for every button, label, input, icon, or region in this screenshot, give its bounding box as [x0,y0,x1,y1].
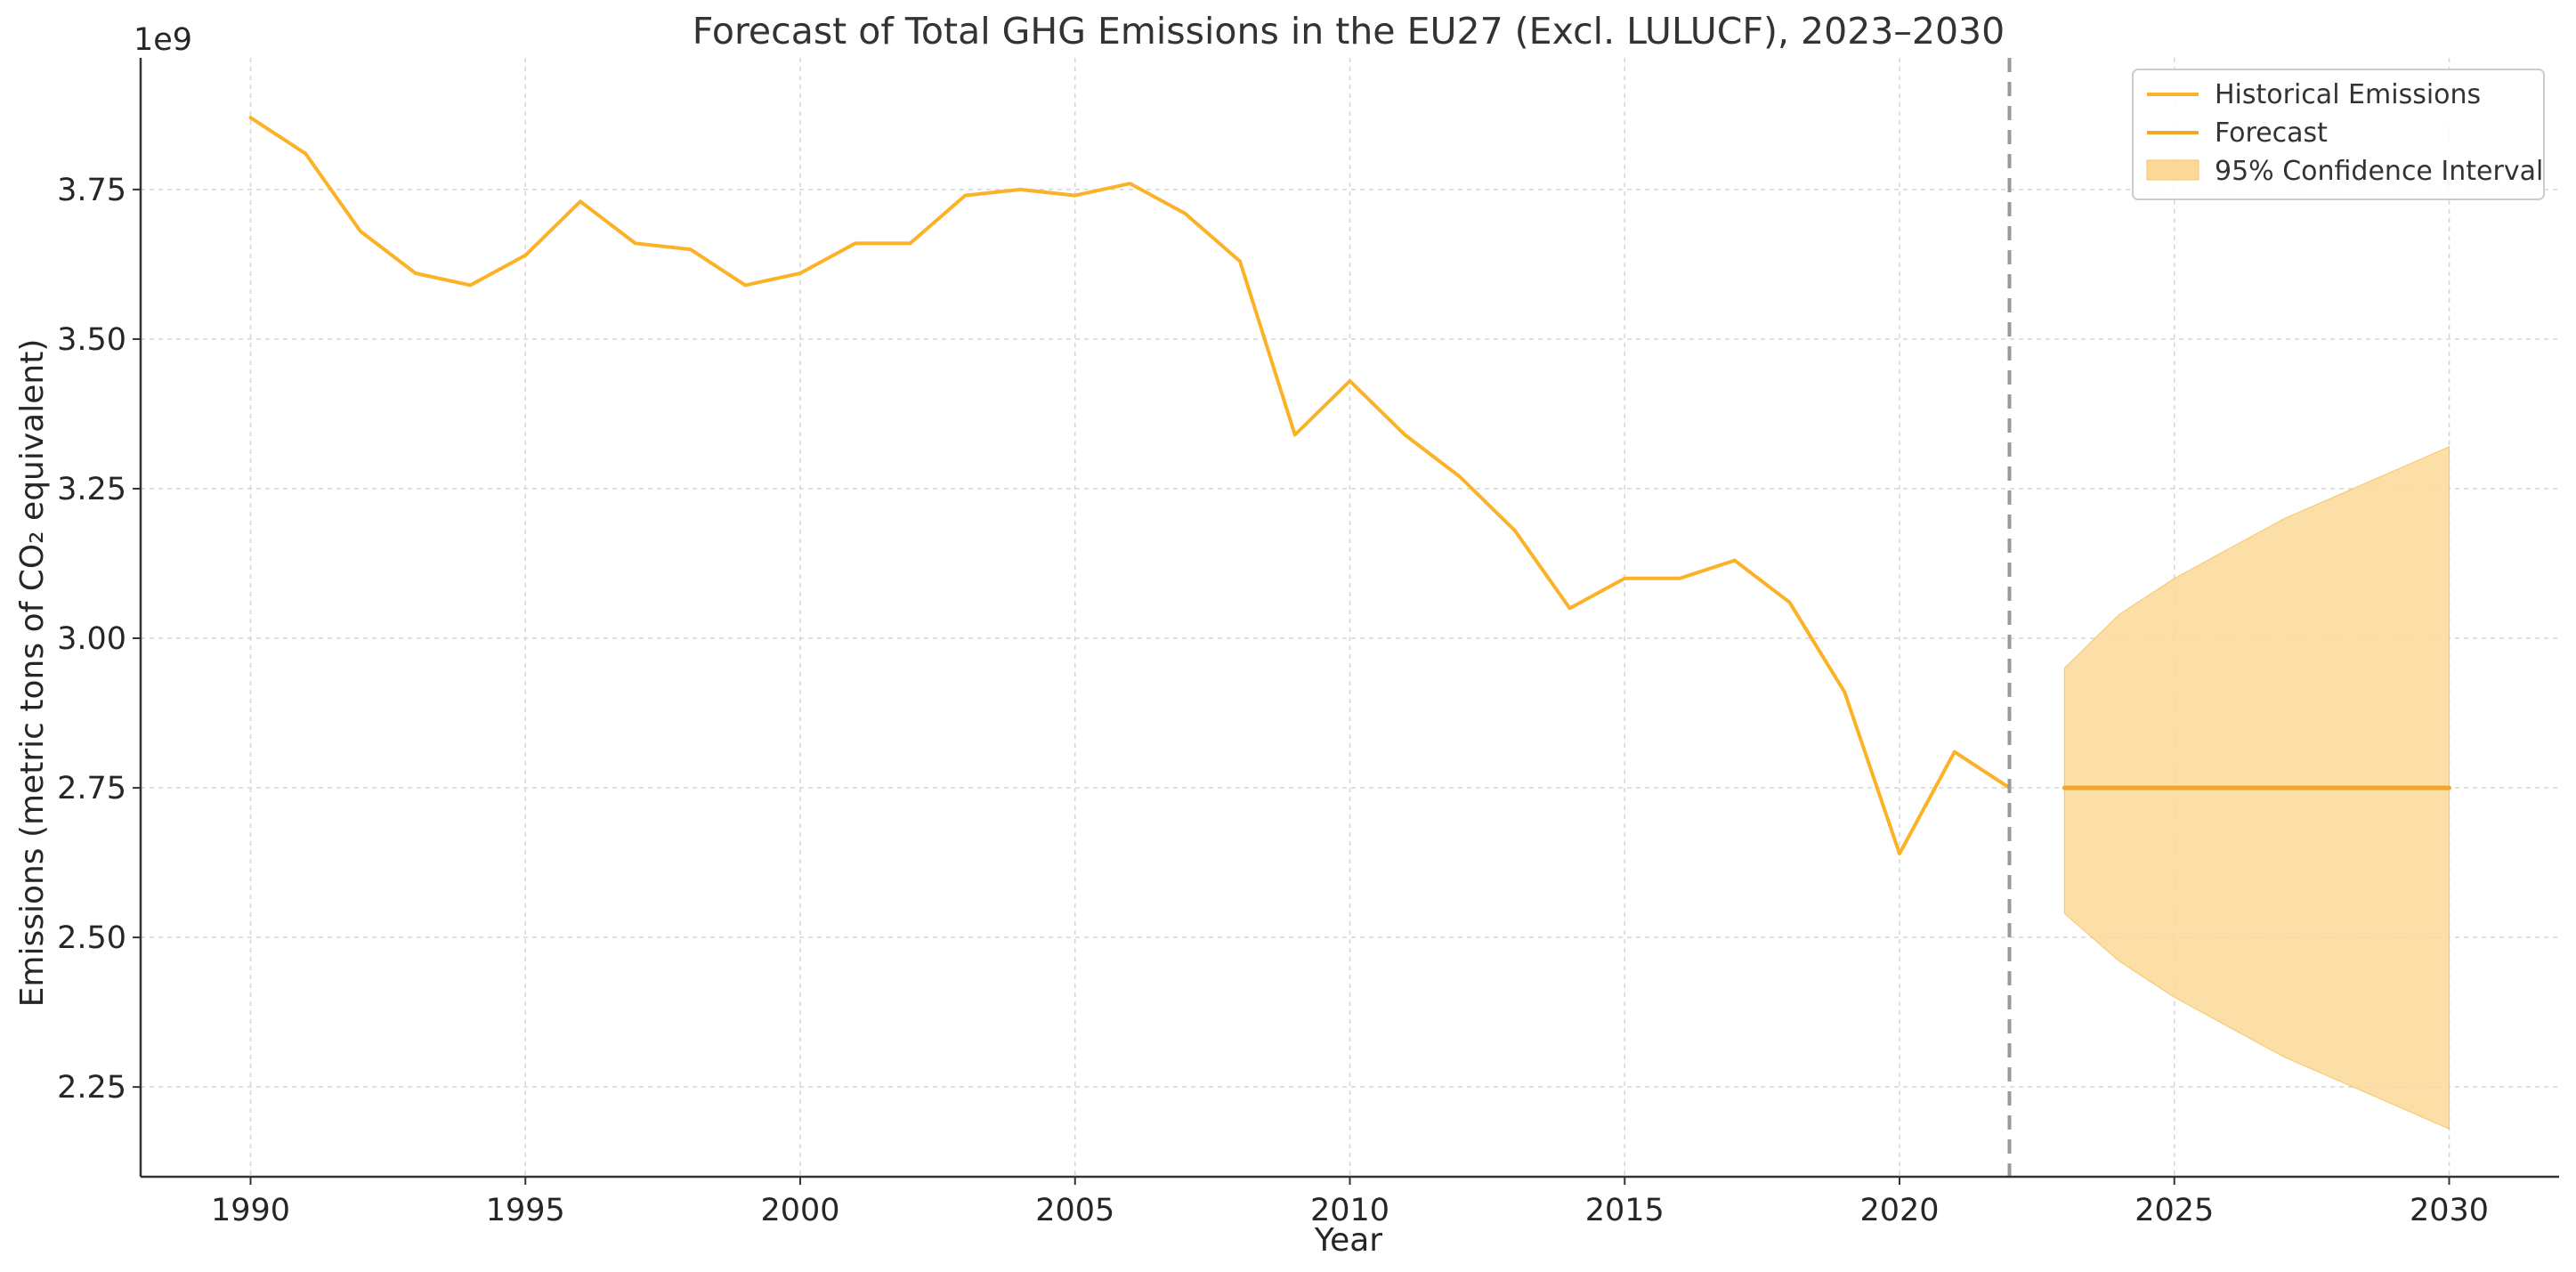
x-tick-label-2025: 2025 [2135,1193,2214,1228]
x-axis-title: Year [1314,1222,1382,1259]
historical-emissions-line [248,116,2012,855]
y-tick-label-2.75: 2.75 [57,771,126,806]
legend-box [2132,69,2545,200]
y-tick-label-3.75: 3.75 [57,173,126,208]
x-tick-label-2020: 2020 [1859,1193,1939,1228]
legend: Historical Emissions Forecast 95% Confid… [2132,69,2545,200]
chart-title: Forecast of Total GHG Emissions in the E… [693,10,2005,53]
y-tick-label-2.50: 2.50 [57,920,126,956]
tick-labels-layer: 1990 1995 2000 2005 2010 2015 2020 2025 2030 2.25… [57,173,2489,1228]
legend-swatch-confidence [2146,159,2199,181]
x-tick-label-1995: 1995 [486,1193,565,1228]
y-tick-label-2.25: 2.25 [57,1070,126,1106]
x-tick-label-2000: 2000 [760,1193,839,1228]
y-tick-label-3.00: 3.00 [57,621,126,657]
x-tick-label-2015: 2015 [1585,1193,1665,1228]
y-tick-label-3.50: 3.50 [57,322,126,358]
series-line-layer [248,58,2451,1177]
legend-label-forecast: Forecast [2215,117,2328,149]
legend-label-confidence: 95% Confidence Interval [2215,156,2543,187]
legend-label-historical: Historical Emissions [2215,79,2481,110]
y-axis-title: Emissions (metric tons of CO₂ equivalent… [14,339,51,1008]
x-tick-label-2005: 2005 [1035,1193,1114,1228]
x-tick-label-2010: 2010 [1310,1193,1389,1228]
x-tick-label-2030: 2030 [2410,1193,2489,1228]
y-tick-label-3.25: 3.25 [57,472,126,507]
x-tick-label-1990: 1990 [211,1193,290,1228]
y-axis-offset-label: 1e9 [134,22,192,58]
